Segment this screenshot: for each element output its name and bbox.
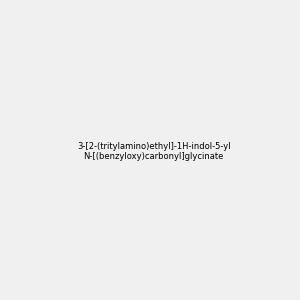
Text: 3-[2-(tritylamino)ethyl]-1H-indol-5-yl N-[(benzyloxy)carbonyl]glycinate: 3-[2-(tritylamino)ethyl]-1H-indol-5-yl N… [77,142,231,161]
